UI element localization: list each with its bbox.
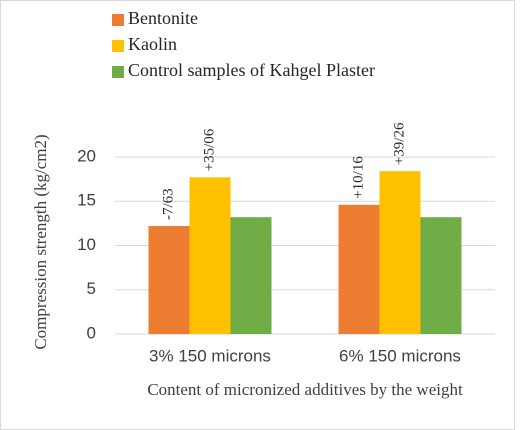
bar — [338, 204, 380, 334]
bar — [189, 177, 231, 334]
legend-swatch — [112, 66, 124, 78]
bar-annotation: +35/06 — [201, 128, 217, 171]
bar — [148, 226, 190, 334]
bar-annotation: +10/16 — [350, 156, 366, 199]
x-axis-title: Content of micronized additives by the w… — [147, 380, 463, 399]
legend-swatch — [112, 14, 124, 26]
bar — [420, 217, 462, 334]
legend-swatch — [112, 40, 124, 52]
legend-label: Kaolin — [128, 34, 177, 54]
y-axis-title: Compression strength (kg/cm2) — [31, 134, 50, 349]
legend-label: Bentonite — [128, 8, 198, 28]
legend-label: Control samples of Kahgel Plaster — [128, 60, 375, 80]
bar — [230, 217, 272, 334]
y-tick-label: 15 — [77, 191, 96, 210]
y-tick-label: 20 — [77, 146, 96, 165]
x-tick-label: 3% 150 microns — [149, 346, 271, 365]
y-tick-label: 0 — [87, 323, 96, 342]
y-tick-label: 5 — [87, 279, 96, 298]
x-tick-label: 6% 150 microns — [339, 346, 461, 365]
bar-annotation: +39/26 — [391, 122, 407, 165]
y-tick-label: 10 — [77, 235, 96, 254]
bar-annotation: -7/63 — [160, 188, 176, 220]
bar — [379, 171, 421, 334]
